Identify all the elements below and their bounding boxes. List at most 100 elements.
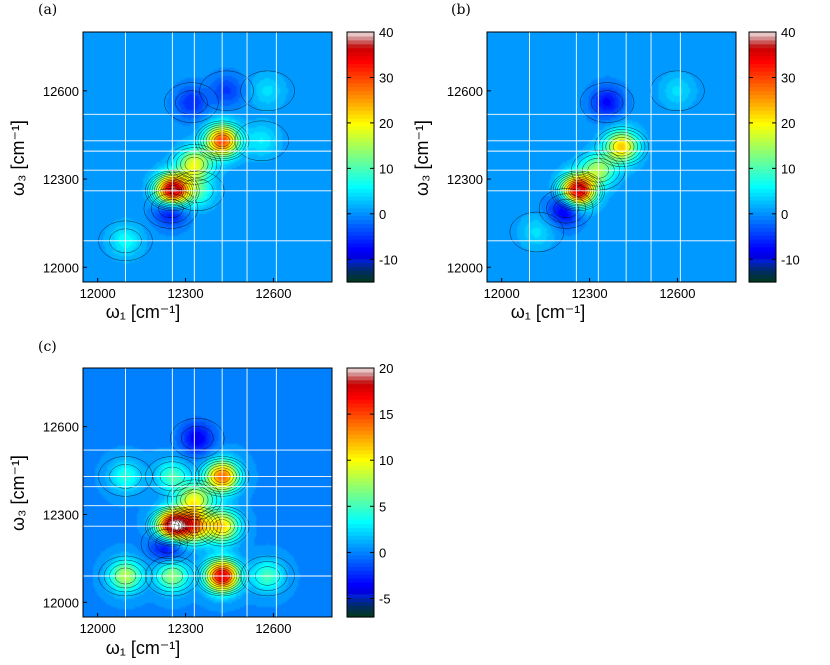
colorbar-swatch xyxy=(749,94,776,100)
contour-line xyxy=(601,131,642,162)
colorbar-swatch xyxy=(347,227,374,232)
colorbar-swatch xyxy=(347,180,374,185)
x-axis-label: ω₁ [cm⁻¹] xyxy=(106,302,181,322)
colorbar-swatch xyxy=(347,496,374,501)
colorbar-swatch xyxy=(749,90,776,96)
heatmap-panel: 12000 12300 12600 12000 12300 12600 ω₁ [cm⁻¹] ω… xyxy=(412,2,800,322)
colorbar-swatch xyxy=(749,78,776,84)
colorbar-swatch xyxy=(347,523,374,529)
colorbar-swatch xyxy=(347,172,374,178)
y-tick-label: 12300 xyxy=(43,172,79,187)
contour-line xyxy=(553,198,579,219)
colorbar-swatch xyxy=(749,172,776,178)
colorbar-swatch xyxy=(347,235,374,240)
colorbar-swatch xyxy=(749,32,776,37)
colorbar-swatch xyxy=(749,207,776,213)
y-axis-label: ω₃ [cm⁻¹] xyxy=(8,455,28,531)
colorbar-swatch xyxy=(749,196,776,201)
colorbar-swatch xyxy=(347,110,374,115)
colorbar-swatch xyxy=(749,160,776,166)
colorbar-swatch xyxy=(347,157,374,162)
colorbar-swatch xyxy=(749,199,776,205)
x-tick-label: 12300 xyxy=(167,621,203,636)
colorbar-swatch xyxy=(347,51,374,57)
colorbar-swatch xyxy=(749,153,776,158)
colorbar-swatch xyxy=(749,117,776,123)
colorbar-swatch xyxy=(347,114,374,119)
colorbar-swatch xyxy=(347,399,374,404)
colorbar-tick-label: 0 xyxy=(379,207,386,222)
contour-line xyxy=(594,126,650,167)
y-tick-label: 12300 xyxy=(447,172,483,187)
contour-line xyxy=(150,193,191,224)
colorbar-swatch xyxy=(347,145,374,150)
contour-line xyxy=(140,523,196,565)
colorbar-tick-label: -10 xyxy=(379,252,398,267)
colorbar-swatch xyxy=(749,63,776,68)
colorbar-tick-label: 20 xyxy=(379,116,393,131)
colorbar-swatch xyxy=(347,125,374,131)
colorbar-swatch xyxy=(347,270,374,275)
x-tick-label: 12300 xyxy=(167,286,203,301)
colorbar-swatch xyxy=(347,441,374,447)
colorbar-swatch xyxy=(347,47,374,53)
colorbar-swatch xyxy=(347,449,374,455)
contour-line xyxy=(240,70,295,112)
plot-frame xyxy=(486,31,737,283)
colorbar-swatch xyxy=(347,168,374,174)
colorbar-swatch xyxy=(749,55,776,60)
colorbar-swatch xyxy=(347,184,374,189)
colorbar-swatch xyxy=(347,59,374,64)
colorbar-swatch xyxy=(347,32,374,37)
colorbar-swatch xyxy=(347,117,374,123)
colorbar-frame xyxy=(346,367,375,618)
colorbar-swatch xyxy=(749,98,776,103)
colorbar-swatch xyxy=(749,141,776,146)
colorbar-swatch xyxy=(347,368,374,373)
heatmap-panel: 12000 12300 12600 12000 12300 12600 ω₁ [cm⁻¹] ω… xyxy=(8,2,398,322)
colorbar-swatch xyxy=(347,149,374,154)
colorbar-swatch xyxy=(347,74,374,80)
contour-line xyxy=(609,137,635,157)
colorbar-swatch xyxy=(347,473,374,478)
colorbar-swatch xyxy=(347,258,374,264)
colorbar-swatch xyxy=(347,391,374,396)
contour-line xyxy=(612,139,631,154)
colorbar-swatch xyxy=(749,82,776,88)
colorbar-swatch xyxy=(749,239,776,244)
colorbar-swatch xyxy=(347,35,374,41)
colorbar-swatch xyxy=(749,110,776,115)
colorbar-swatch xyxy=(347,67,374,72)
colorbar-swatch xyxy=(347,414,374,420)
colorbar-tick-label: 40 xyxy=(781,25,795,40)
colorbar-tick-label: 20 xyxy=(781,116,795,131)
colorbar-swatch xyxy=(749,192,776,197)
colorbar-swatch xyxy=(347,223,374,228)
heatmap-image xyxy=(83,368,332,617)
colorbar-swatch xyxy=(347,484,374,490)
colorbar-swatch xyxy=(749,184,776,189)
colorbar-swatch xyxy=(347,203,374,209)
colorbar-swatch xyxy=(749,270,776,275)
colorbar-swatch xyxy=(347,39,374,45)
y-tick-label: 12600 xyxy=(447,84,483,99)
colorbar-swatch xyxy=(347,461,374,466)
y-tick-label: 12600 xyxy=(43,420,79,435)
colorbar-swatch xyxy=(347,515,374,521)
colorbar-tick-label: -5 xyxy=(379,592,391,607)
heatmap-panel: 12000 12300 12600 12000 12300 12600 ω₁ [cm⁻¹] ω… xyxy=(8,339,393,658)
colorbar-tick-label: -10 xyxy=(781,252,800,267)
colorbar-tick-label: 40 xyxy=(379,25,393,40)
x-axis-label: ω₁ [cm⁻¹] xyxy=(106,638,181,658)
colorbar-swatch xyxy=(347,476,374,482)
panel-label: (a) xyxy=(38,2,57,18)
colorbar-swatch xyxy=(347,254,374,260)
colorbar-swatch xyxy=(749,102,776,107)
colorbar-swatch xyxy=(749,219,776,225)
colorbar-swatch xyxy=(347,589,374,595)
colorbar-swatch xyxy=(347,164,374,170)
colorbar-swatch xyxy=(749,39,776,45)
y-axis-label: ω₃ [cm⁻¹] xyxy=(8,120,28,196)
heatmap-image xyxy=(83,32,332,282)
